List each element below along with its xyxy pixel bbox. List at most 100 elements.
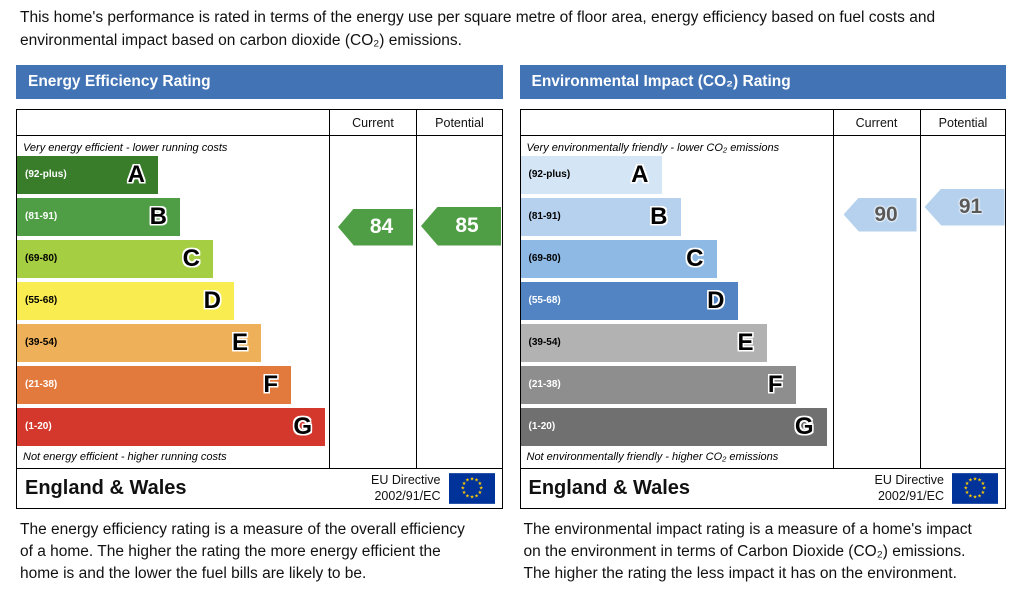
- energy-band-b: (81-91) B: [17, 197, 180, 236]
- co2-chart-header: Current Potential: [520, 110, 1005, 136]
- energy-band-f: (21-38) F: [17, 365, 291, 404]
- energy-caption-top: Very energy efficient - lower running co…: [23, 141, 228, 154]
- co2-caption-bottom: Not environmentally friendly - higher CO…: [526, 450, 779, 463]
- band-row-e: (39-54) E: [17, 323, 502, 362]
- current-column-header: Current: [352, 115, 394, 130]
- band-letter: E: [737, 328, 754, 356]
- band-range-label: (1-20): [528, 421, 556, 432]
- band-range-label: (1-20): [25, 421, 52, 432]
- energy-band-c: (69-80) C: [17, 239, 213, 278]
- band-row-c: (69-80) C: [17, 239, 502, 278]
- energy-panel-header: Energy Efficiency Rating: [16, 64, 503, 99]
- energy-potential-arrow: 85: [421, 206, 501, 246]
- band-row-f: (21-38) F: [520, 365, 1006, 404]
- energy-footer: England & Wales EU Directive 2002/91/EC …: [16, 468, 503, 509]
- svg-text:★: ★: [477, 490, 482, 496]
- svg-text:★: ★: [964, 485, 969, 491]
- energy-band-a: (92-plus) A: [17, 155, 158, 194]
- svg-text:★: ★: [461, 490, 466, 496]
- svg-text:★: ★: [465, 493, 470, 499]
- band-range-label: (21-38): [528, 379, 561, 390]
- svg-text:★: ★: [968, 477, 973, 483]
- band-letter: B: [650, 202, 668, 230]
- eu-directive-line2: 2002/91/EC: [877, 489, 944, 503]
- svg-text:★: ★: [460, 485, 465, 491]
- band-row-g: (1-20) G: [17, 407, 502, 446]
- band-row-f: (21-38) F: [17, 365, 502, 404]
- svg-text:★: ★: [469, 476, 474, 482]
- energy-description: The energy efficiency rating is a measur…: [20, 520, 465, 583]
- band-range-label: (55-68): [528, 295, 561, 306]
- svg-text:★: ★: [965, 490, 970, 496]
- svg-text:★: ★: [973, 494, 978, 500]
- co2-band-g: (1-20) G: [520, 407, 827, 446]
- energy-band-d: (55-68) D: [17, 281, 234, 320]
- band-range-label: (21-38): [25, 379, 58, 390]
- svg-text:★: ★: [465, 477, 470, 483]
- column-divider: [832, 109, 834, 468]
- column-divider: [416, 109, 417, 468]
- co2-current-value: 90: [874, 202, 898, 226]
- co2-potential-arrow: 91: [924, 188, 1005, 226]
- band-letter: F: [263, 370, 278, 398]
- energy-current-arrow: 84: [338, 208, 413, 246]
- band-letter: B: [149, 202, 167, 230]
- band-letter: G: [293, 412, 312, 440]
- svg-text:★: ★: [477, 480, 482, 486]
- band-letter: A: [127, 160, 145, 188]
- energy-panel-title: Energy Efficiency Rating: [28, 72, 211, 90]
- band-range-label: (39-54): [25, 337, 58, 348]
- region-label: England & Wales: [528, 476, 691, 499]
- svg-text:★: ★: [965, 480, 970, 486]
- svg-text:★: ★: [478, 485, 483, 491]
- energy-caption-bottom: Not energy efficient - higher running co…: [23, 450, 227, 463]
- eu-directive-label: EU Directive 2002/91/EC: [371, 472, 440, 505]
- co2-chart: Current Potential Very environmentally f…: [519, 108, 1006, 469]
- eu-directive-line1: EU Directive: [874, 472, 944, 487]
- band-letter: D: [203, 286, 221, 314]
- band-letter: D: [707, 286, 725, 314]
- svg-text:★: ★: [981, 480, 986, 486]
- environmental-impact-panel: Environmental Impact (CO₂) Rating Curren…: [519, 64, 1006, 586]
- intro-text: This home's performance is rated in term…: [20, 9, 936, 50]
- rating-panels: Energy Efficiency Rating Current Potenti…: [16, 64, 1006, 586]
- band-row-a: (92-plus) A: [17, 155, 502, 194]
- svg-text:★: ★: [977, 477, 982, 483]
- band-range-label: (81-91): [25, 211, 58, 222]
- co2-potential-value: 91: [958, 195, 983, 218]
- eu-directive-line1: EU Directive: [371, 472, 441, 487]
- svg-text:★: ★: [474, 493, 479, 499]
- svg-text:★: ★: [968, 493, 973, 499]
- band-letter: F: [767, 370, 783, 398]
- co2-panel-title: Environmental Impact (CO₂) Rating: [531, 72, 791, 90]
- eu-directive-line2: 2002/91/EC: [374, 489, 441, 503]
- band-letter: E: [231, 328, 248, 356]
- band-range-label: (69-80): [25, 253, 58, 264]
- band-row-e: (39-54) E: [520, 323, 1006, 362]
- band-range-label: (55-68): [25, 295, 58, 306]
- band-range-label: (92-plus): [25, 169, 67, 180]
- band-range-label: (69-80): [528, 253, 561, 264]
- energy-chart: Current Potential Very energy efficient …: [16, 108, 503, 469]
- band-row-d: (55-68) D: [17, 281, 502, 320]
- band-row-c: (69-80) C: [520, 239, 1006, 278]
- band-letter: C: [182, 244, 200, 272]
- band-range-label: (39-54): [528, 337, 561, 348]
- co2-description: The environmental impact rating is a mea…: [523, 520, 972, 583]
- co2-band-b: (81-91) B: [520, 197, 681, 236]
- eu-flag-icon: ★ ★★ ★★★ ★★★ ★★★: [448, 472, 495, 504]
- band-row-b: (81-91) B: [520, 197, 1006, 236]
- band-row-b: (81-91) B: [17, 197, 502, 236]
- energy-band-g: (1-20) G: [17, 407, 325, 446]
- potential-column-header: Potential: [938, 115, 988, 130]
- band-row-d: (55-68) D: [520, 281, 1006, 320]
- eu-directive-label: EU Directive 2002/91/EC: [875, 472, 944, 505]
- svg-text:★: ★: [461, 480, 466, 486]
- energy-bands: (92-plus) A (81-91) B (69-80) C: [17, 155, 502, 446]
- svg-text:★: ★: [981, 490, 986, 496]
- energy-efficiency-panel: Energy Efficiency Rating Current Potenti…: [16, 64, 503, 586]
- co2-band-a: (92-plus) A: [520, 155, 662, 194]
- co2-band-e: (39-54) E: [520, 323, 767, 362]
- potential-column-header: Potential: [435, 115, 484, 130]
- co2-bands: (92-plus) A (81-91) B (69-80) C: [520, 155, 1006, 446]
